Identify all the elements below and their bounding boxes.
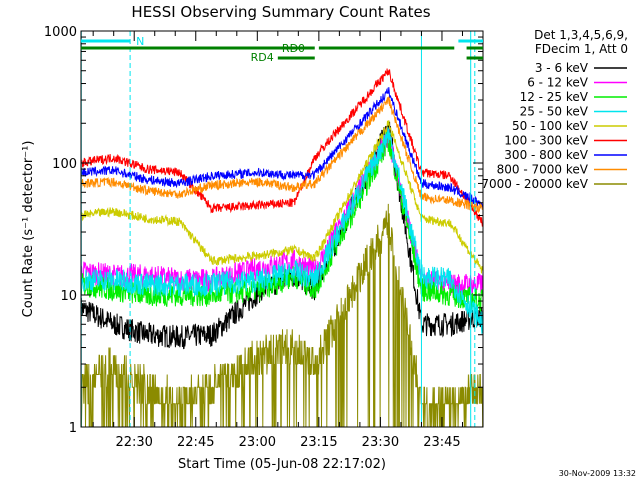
legend-entry-label: 6 - 12 keV [527, 76, 589, 90]
chart-title: HESSI Observing Summary Count Rates [131, 3, 430, 21]
series-line-300_800keV-kev [81, 87, 483, 209]
y-tick-label: 1000 [44, 25, 77, 40]
legend-entry-label: 300 - 800 keV [504, 148, 588, 162]
series-line-800_7000keV-kev [81, 96, 483, 214]
legend: Det 1,3,4,5,6,9, FDecim 1, Att 0 3 - 6 k… [481, 28, 628, 191]
x-tick-label: 23:30 [362, 435, 399, 450]
series-line-50_100keV-kev [81, 120, 483, 274]
y-tick-label: 10 [60, 289, 77, 304]
legend-entry-label: 12 - 25 keV [520, 90, 589, 104]
y-tick-label: 1 [69, 421, 77, 436]
legend-entry-label: 25 - 50 keV [520, 105, 589, 119]
flag-label-rd0: RD0 [282, 42, 305, 55]
x-tick-label: 23:00 [239, 435, 276, 450]
x-tick-label: 22:30 [115, 435, 152, 450]
y-axis: 1 10 100 1000 [44, 25, 483, 436]
series-line-25_50keV-kev [81, 127, 483, 335]
series-line-7000_20000keV-kev [81, 203, 483, 427]
flag-label-night: N [136, 35, 144, 48]
legend-header-line-2: FDecim 1, Att 0 [535, 42, 628, 56]
x-axis-label: Start Time (05-Jun-08 22:17:02) [178, 457, 386, 472]
footer-timestamp: 30-Nov-2009 13:32 [559, 469, 636, 478]
x-tick-label: 22:45 [177, 435, 214, 450]
series-line-3_6keV-kev [81, 121, 483, 350]
legend-entry-label: 800 - 7000 keV [497, 163, 589, 177]
legend-entry-label: 3 - 6 keV [535, 61, 589, 75]
series-line-100_300keV-kev [81, 68, 483, 227]
x-tick-label: 23:15 [300, 435, 337, 450]
flag-label-rd4: RD4 [251, 51, 274, 64]
legend-entry-label: 50 - 100 keV [512, 119, 589, 133]
x-axis: 22:30 22:45 23:00 23:15 23:30 23:45 [92, 31, 484, 450]
x-tick-label: 23:45 [423, 435, 460, 450]
y-axis-label: Count Rate (s⁻¹ detector⁻¹) [21, 141, 36, 318]
legend-header-line-1: Det 1,3,4,5,6,9, [534, 28, 628, 42]
legend-entry-label: 100 - 300 keV [504, 134, 588, 148]
plot-frame [80, 30, 484, 428]
y-tick-label: 100 [52, 157, 77, 172]
legend-entry-label: 7000 - 20000 keV [481, 177, 588, 191]
